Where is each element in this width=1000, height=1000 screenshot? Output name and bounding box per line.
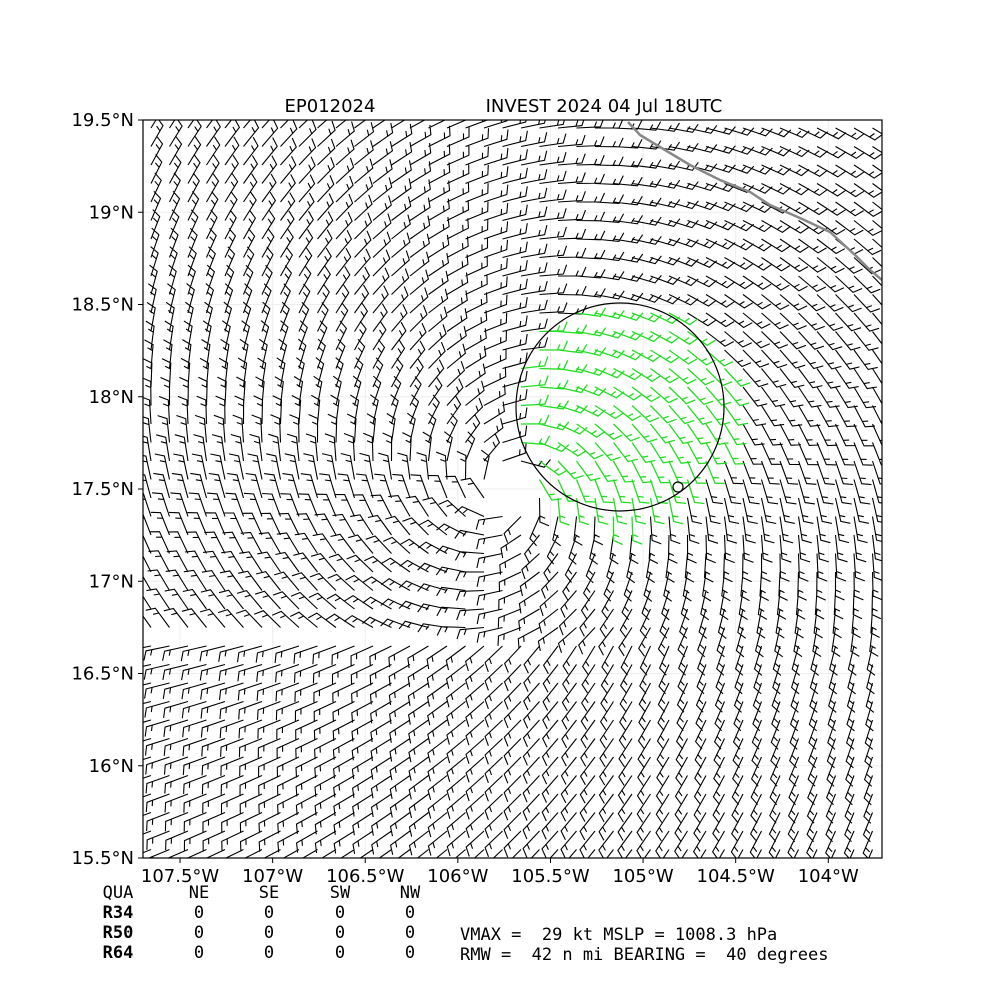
y-tick-label: 17.5°N [71,479,134,500]
wind-barbs-strong [520,307,751,546]
rmw-circle [515,302,725,512]
x-tick-label: 106.5°W [326,866,405,887]
table-cell: R64 [103,943,134,963]
chart-title: EP012024 [285,96,376,117]
y-tick-label: 15.5°N [71,848,134,869]
y-tick-label: 18°N [89,387,134,408]
coastline [627,121,882,281]
table-cell: 0 [335,903,345,923]
table-header: NW [400,883,421,903]
table-cell: R34 [103,903,134,923]
y-tick-label: 19.5°N [71,110,134,131]
wind-field [143,120,882,858]
chart-subtitle: INVEST 2024 04 Jul 18UTC [486,96,723,117]
table-cell: 0 [194,923,204,943]
x-tick-label: 107.5°W [141,866,220,887]
table-cell: 0 [405,923,415,943]
x-tick-label: 105.5°W [511,866,590,887]
y-tick-label: 19°N [89,202,134,223]
x-tick-label: 104.5°W [697,866,776,887]
y-tick-label: 16.5°N [71,664,134,685]
y-tick-label: 17°N [89,571,134,592]
table-cell: 0 [264,923,274,943]
table-header: NE [189,883,209,903]
table-cell: 0 [335,923,345,943]
table-cell: 0 [405,943,415,963]
y-tick-label: 16°N [89,756,134,777]
table-cell: 0 [264,943,274,963]
table-cell: 0 [194,943,204,963]
storm-info: RMW = 42 n mi BEARING = 40 degrees [460,945,828,965]
y-tick-label: 18.5°N [71,295,134,316]
storm-info: VMAX = 29 kt MSLP = 1008.3 hPa [460,925,777,945]
x-tick-label: 106°W [427,866,488,887]
table-cell: 0 [264,903,274,923]
table-cell: 0 [194,903,204,923]
x-tick-label: 107°W [242,866,303,887]
wind-barbs [143,120,882,858]
x-tick-label: 104°W [798,866,859,887]
table-header: QUA [103,883,134,903]
table-cell: R50 [103,923,134,943]
table-cell: 0 [335,943,345,963]
center-marker [672,481,684,493]
table-header: SW [330,883,351,903]
table-header: SE [259,883,279,903]
table-cell: 0 [405,903,415,923]
x-tick-label: 105°W [612,866,673,887]
